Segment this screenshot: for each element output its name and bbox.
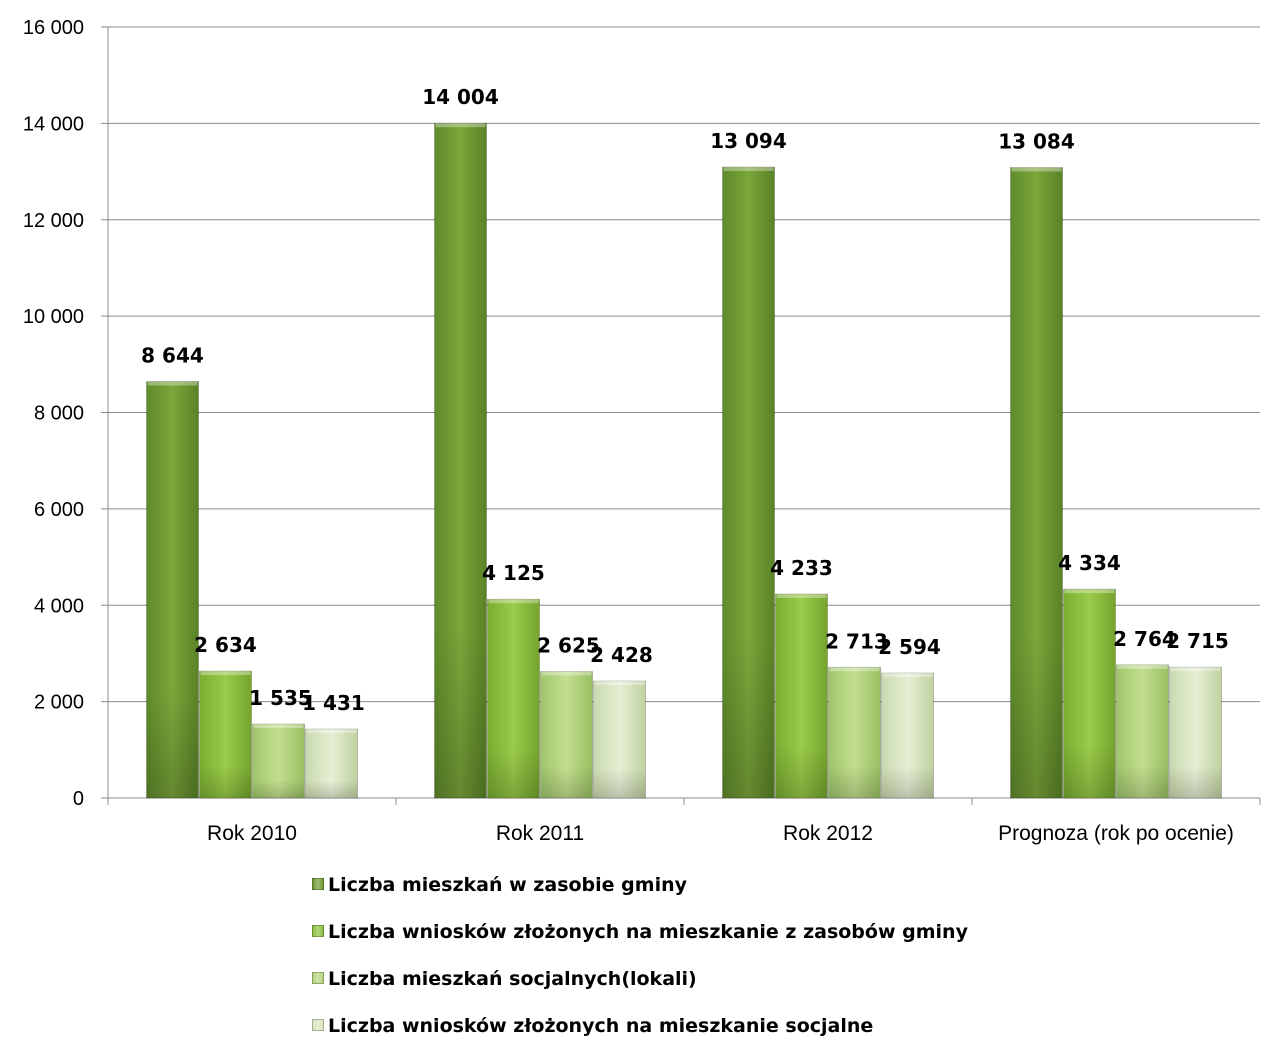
data-label: 4 334 xyxy=(1058,551,1121,575)
bar-shade xyxy=(146,381,199,798)
x-tick-label: Rok 2011 xyxy=(496,822,584,845)
legend-item: Liczba wniosków złożonych na mieszkanie … xyxy=(312,919,968,945)
data-label: 2 715 xyxy=(1166,629,1229,653)
x-tick-label: Rok 2010 xyxy=(207,822,297,845)
bar-shade xyxy=(593,681,646,798)
bar-shade xyxy=(1010,167,1063,798)
legend-label: Liczba mieszkań socjalnych(lokali) xyxy=(328,968,697,990)
bar xyxy=(252,723,305,799)
y-tick-label: 2 000 xyxy=(34,692,84,714)
bar-highlight xyxy=(723,167,774,172)
bar-highlight xyxy=(541,671,592,676)
bar-shade xyxy=(305,729,358,798)
bar-highlight xyxy=(306,729,357,734)
bar xyxy=(881,672,934,799)
bar-shade xyxy=(1063,589,1116,798)
data-label: 13 094 xyxy=(710,129,787,153)
legend-item: Liczba wniosków złożonych na mieszkanie … xyxy=(312,1013,873,1039)
bar-shade xyxy=(775,594,828,798)
bar-highlight xyxy=(488,599,539,604)
data-label: 8 644 xyxy=(141,343,204,367)
legend-label: Liczba wniosków złożonych na mieszkanie … xyxy=(328,1015,874,1037)
bar-highlight xyxy=(147,381,198,386)
bar xyxy=(540,671,593,799)
bar xyxy=(1116,664,1169,799)
bar-shade xyxy=(540,671,593,798)
bar xyxy=(722,166,775,799)
data-label: 2 713 xyxy=(825,629,888,653)
gridlines xyxy=(108,26,1260,703)
data-label: 13 084 xyxy=(998,130,1075,154)
legend-swatch xyxy=(312,1018,324,1031)
y-tick-label: 16 000 xyxy=(23,17,84,39)
data-label: 2 594 xyxy=(878,635,941,659)
legend-swatch xyxy=(312,924,324,937)
legend-item: Liczba mieszkań w zasobie gminy xyxy=(312,872,687,898)
legend-label: Liczba mieszkań w zasobie gminy xyxy=(328,874,687,896)
bar-highlight xyxy=(435,123,486,128)
bar xyxy=(1010,167,1063,799)
bar-shade xyxy=(199,671,252,798)
bars xyxy=(146,122,1222,799)
data-label: 4 125 xyxy=(482,561,545,585)
bar xyxy=(434,122,487,799)
data-label: 2 625 xyxy=(537,634,600,658)
bar xyxy=(1169,666,1222,799)
data-label: 2 634 xyxy=(194,633,257,657)
bar-highlight xyxy=(1064,589,1115,594)
axes: 0 2 000 4 000 6 000 8 000 10 000 12 000 14 000 1… xyxy=(23,17,1261,845)
bar-highlight xyxy=(829,667,880,672)
bar-highlight xyxy=(1170,667,1221,672)
bar-shade xyxy=(1116,664,1169,798)
bar xyxy=(593,680,646,799)
bar-highlight xyxy=(1011,167,1062,172)
x-tick-label: Prognoza (rok po ocenie) xyxy=(998,822,1234,845)
bar-highlight xyxy=(776,594,827,599)
bar-shade xyxy=(487,599,540,798)
legend-swatch xyxy=(312,877,324,890)
bar-highlight xyxy=(594,681,645,686)
bar-highlight xyxy=(882,673,933,678)
data-label: 1 431 xyxy=(302,691,365,715)
x-tick-label: Rok 2012 xyxy=(783,822,873,845)
bar-shade xyxy=(434,123,487,798)
bar xyxy=(146,381,199,799)
y-tick-label: 0 xyxy=(73,788,84,810)
data-label: 2 428 xyxy=(590,643,653,667)
y-tick-label: 10 000 xyxy=(23,306,84,328)
y-tick-label: 12 000 xyxy=(23,210,84,232)
bar xyxy=(828,666,881,799)
bar xyxy=(487,598,540,799)
bar xyxy=(775,593,828,799)
legend-label: Liczba wniosków złożonych na mieszkanie … xyxy=(328,921,968,943)
bar xyxy=(199,670,252,799)
bar-chart: 0 2 000 4 000 6 000 8 000 10 000 12 000 14 000 1… xyxy=(23,17,1261,845)
legend-item: Liczba mieszkań socjalnych(lokali) xyxy=(312,966,697,992)
bar-shade xyxy=(828,667,881,798)
y-tick-label: 4 000 xyxy=(34,595,84,617)
bar-highlight xyxy=(200,671,251,676)
bar-highlight xyxy=(253,724,304,729)
legend-swatch xyxy=(312,971,324,984)
data-label: 4 233 xyxy=(770,556,833,580)
y-tick-label: 14 000 xyxy=(23,113,84,135)
bar-shade xyxy=(722,167,775,799)
y-tick-label: 8 000 xyxy=(34,403,84,425)
bar-shade xyxy=(1169,667,1222,798)
bar xyxy=(1063,588,1116,799)
bar-shade xyxy=(252,724,305,798)
data-label: 14 004 xyxy=(422,85,499,109)
y-tick-label: 6 000 xyxy=(34,499,84,521)
bar-shade xyxy=(881,673,934,798)
bar xyxy=(305,728,358,799)
data-label: 1 535 xyxy=(249,686,312,710)
data-label: 2 764 xyxy=(1113,627,1176,651)
bar-highlight xyxy=(1117,664,1168,669)
